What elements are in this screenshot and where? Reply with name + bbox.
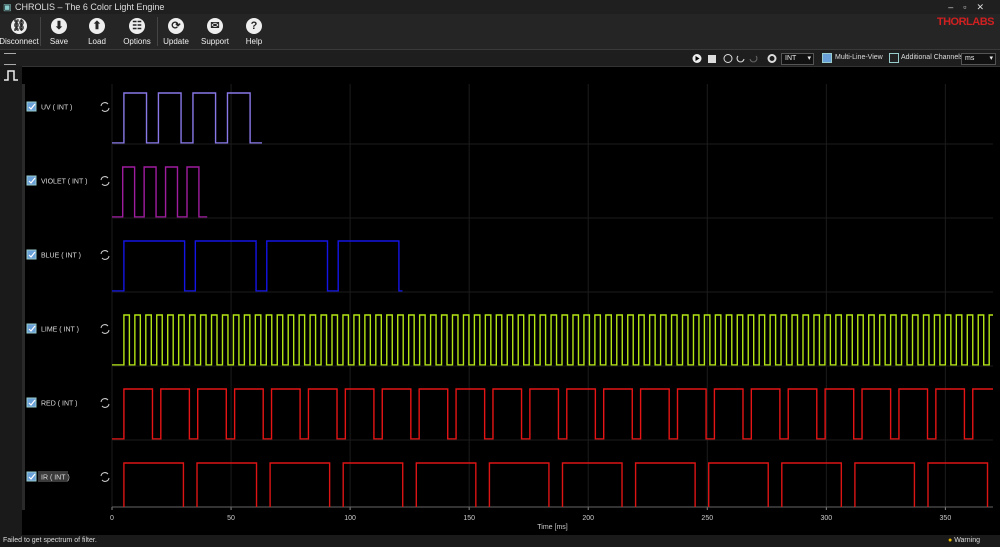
checkbox[interactable] — [822, 53, 832, 63]
button-icon: ⬆ — [89, 18, 105, 34]
channel-checkbox[interactable] — [26, 471, 37, 482]
button-label: Save — [49, 37, 69, 46]
channel-checkbox[interactable] — [26, 101, 37, 112]
toolbar-button[interactable]: ⛓ Disconnect — [0, 14, 39, 49]
settings-icon[interactable] — [767, 54, 777, 63]
checkbox[interactable] — [889, 53, 899, 63]
x-tick-label: 100 — [344, 515, 356, 522]
x-tick-label: 300 — [820, 515, 832, 522]
home-icon[interactable] — [708, 55, 716, 63]
label-highlight — [38, 471, 68, 482]
panel-divider — [22, 84, 25, 510]
menu-icon[interactable] — [4, 53, 16, 65]
channel-checkbox[interactable] — [26, 175, 37, 186]
button-label: Load — [88, 37, 106, 46]
toolbar-button[interactable]: ⬇ Save — [39, 14, 79, 49]
play-glyph — [695, 56, 700, 61]
status-state-text: Warning — [954, 537, 980, 544]
waveform — [112, 388, 993, 440]
channel-label: RED ( INT ) — [41, 401, 77, 408]
window-title: CHROLIS – The 6 Color Light Engine — [15, 2, 165, 12]
refresh-icon[interactable] — [100, 250, 110, 260]
x-tick-label: 150 — [463, 515, 475, 522]
x-tick-label: 50 — [227, 515, 235, 522]
channel-label: UV ( INT ) — [41, 105, 72, 112]
status-bar: Failed to get spectrum of filter. ● Warn… — [0, 535, 1000, 547]
pulse-tab-icon[interactable] — [0, 66, 22, 86]
status-message: Failed to get spectrum of filter. — [3, 537, 97, 544]
button-icon: ⟳ — [168, 18, 184, 34]
toolbar-button[interactable]: ⟳ Update — [156, 14, 196, 49]
fit-icon[interactable] — [723, 54, 733, 63]
view-icons — [692, 54, 777, 63]
check-glyph — [28, 103, 36, 110]
check-glyph — [28, 325, 36, 332]
refresh-icon[interactable] — [100, 472, 110, 482]
logo: THORLABS — [936, 16, 995, 28]
checkbox-label: Additional Channels — [901, 54, 964, 61]
app-icon: ▣ — [3, 2, 12, 12]
refresh-icon[interactable] — [100, 176, 110, 186]
channel-label: IR ( INT ) — [41, 475, 70, 482]
trigger-dropdown[interactable]: INT ▾ — [781, 53, 814, 65]
button-icon: ☷ — [129, 18, 145, 34]
channel-checkbox[interactable] — [26, 249, 37, 260]
button-icon: ? — [246, 18, 262, 34]
x-tick-label: 250 — [701, 515, 713, 522]
window-controls[interactable]: –▫✕ — [948, 2, 994, 12]
channel-label: BLUE ( INT ) — [41, 253, 81, 260]
waveform — [123, 462, 989, 507]
dropdown-value: INT — [785, 55, 797, 62]
check-glyph — [28, 473, 36, 480]
redo-icon[interactable] — [749, 55, 758, 63]
channel-checkbox[interactable] — [26, 323, 37, 334]
channel-label: LIME ( INT ) — [41, 327, 79, 334]
side-panel — [0, 66, 22, 535]
button-label: Support — [200, 37, 230, 46]
pulse-chart: 0 50 100 150 200 250 300 350 Time [ms] UV ( INT )… — [26, 84, 993, 531]
check-glyph — [28, 399, 36, 406]
refresh-icon[interactable] — [100, 398, 110, 408]
button-label: Help — [245, 37, 263, 46]
separator — [157, 17, 158, 46]
waveform — [112, 92, 263, 144]
button-icon: ⛓ — [11, 18, 27, 34]
title-bar: ▣ CHROLIS – The 6 Color Light Engine –▫✕ — [0, 0, 1000, 14]
channel-label: VIOLET ( INT ) — [41, 179, 87, 186]
toolbar: THORLABS ⛓ Disconnect ⬇ Save ⬆ Load ☷ Options ⟳ U… — [0, 14, 1000, 50]
check-glyph — [28, 177, 36, 184]
button-label: Options — [123, 37, 151, 46]
toolbar-button[interactable]: ✉ Support — [195, 14, 235, 49]
view-bar: INT ▾ Multi-Line-View Additional Channels… — [0, 50, 1000, 67]
button-icon: ⬇ — [51, 18, 67, 34]
toolbar-button[interactable]: ☷ Options — [117, 14, 157, 49]
x-tick-label: 200 — [582, 515, 594, 522]
unit-dropdown[interactable]: ms ▾ — [961, 53, 996, 65]
channel-checkbox[interactable] — [26, 397, 37, 408]
checkbox-label: Multi-Line-View — [835, 54, 883, 61]
undo-icon[interactable] — [736, 55, 745, 63]
waveform — [112, 166, 208, 218]
waveform — [112, 240, 403, 292]
toolbar-button[interactable]: ? Help — [234, 14, 274, 49]
dropdown-value: ms — [965, 55, 975, 62]
button-label: Disconnect — [0, 37, 39, 46]
button-label: Update — [163, 37, 189, 46]
check-glyph — [28, 251, 36, 258]
status-state: ● Warning — [948, 537, 980, 544]
button-icon: ✉ — [207, 18, 223, 34]
x-axis-label: Time [ms] — [537, 524, 568, 531]
toolbar-button[interactable]: ⬆ Load — [77, 14, 117, 49]
refresh-icon[interactable] — [100, 324, 110, 334]
refresh-icon[interactable] — [100, 102, 110, 112]
waveform — [112, 314, 993, 366]
separator — [40, 17, 41, 46]
x-tick-label: 350 — [940, 515, 952, 522]
x-tick-label: 0 — [110, 515, 114, 522]
